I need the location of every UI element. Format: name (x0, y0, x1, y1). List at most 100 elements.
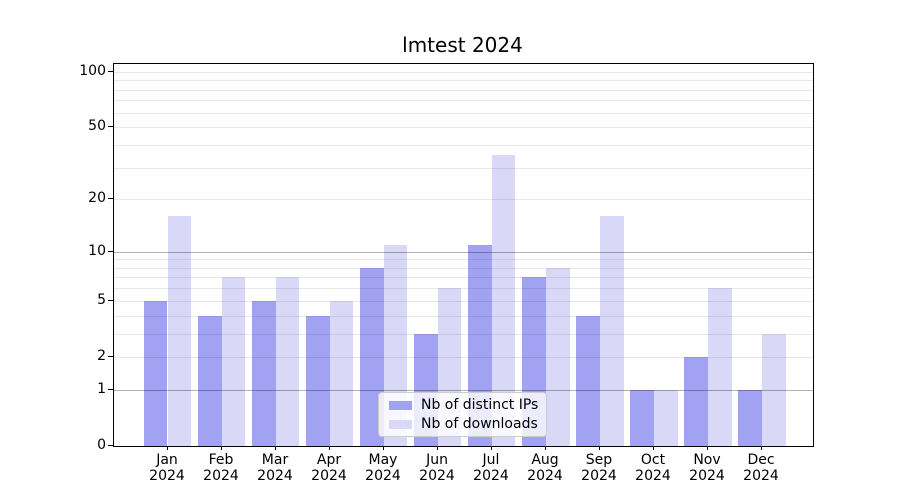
legend-label-downloads: Nb of downloads (421, 416, 538, 432)
y-tick-label-20: 20 (88, 190, 106, 206)
x-tick-mark-nov (707, 446, 708, 450)
y-tick-label-100: 100 (79, 63, 106, 79)
x-tick-mark-may (383, 446, 384, 450)
gridline-y50 (114, 127, 813, 128)
bar-downloads-oct (653, 389, 678, 446)
x-tick-mark-aug (545, 446, 546, 450)
bar-distinct-ips-jan (143, 300, 168, 446)
x-tick-mark-dec (761, 446, 762, 450)
bar-distinct-ips-nov (684, 356, 708, 446)
x-tick-label-nov: Nov 2024 (677, 452, 737, 484)
y-tick-label-5: 5 (97, 292, 106, 308)
x-tick-label-year: 2024 (689, 468, 725, 484)
y-tick-label-50: 50 (88, 118, 106, 134)
y-tick-mark-2 (108, 356, 113, 357)
x-tick-label-feb: Feb 2024 (191, 452, 251, 484)
x-tick-label-oct: Oct 2024 (623, 452, 683, 484)
gridline-y2 (114, 357, 813, 358)
x-tick-label-apr: Apr 2024 (299, 452, 359, 484)
x-tick-label-year: 2024 (365, 468, 401, 484)
y-tick-mark-100 (108, 71, 113, 72)
bar-distinct-ips-sep (576, 315, 600, 446)
y-tick-label-1: 1 (97, 381, 106, 397)
y-tick-mark-20 (108, 198, 113, 199)
x-tick-label-year: 2024 (203, 468, 239, 484)
y-tick-mark-1 (108, 389, 113, 390)
gridline-y30 (114, 168, 813, 169)
y-tick-label-0: 0 (97, 437, 106, 453)
chart-title: lmtest 2024 (402, 33, 523, 57)
legend-swatch-downloads (389, 419, 412, 429)
gridline-y9 (114, 259, 813, 260)
bar-downloads-mar (275, 277, 300, 446)
bar-downloads-sep (599, 216, 624, 446)
x-tick-label-sep: Sep 2024 (569, 452, 629, 484)
bar-distinct-ips-dec (738, 389, 763, 446)
x-tick-label-jul: Jul 2024 (461, 452, 521, 484)
gridline-y5 (114, 301, 813, 302)
gridline-y7 (114, 277, 813, 278)
bar-distinct-ips-oct (630, 389, 654, 446)
gridline-y40 (114, 145, 813, 146)
x-tick-label-mar: Mar 2024 (245, 452, 305, 484)
bar-downloads-jan (167, 216, 192, 446)
gridline-y3 (114, 334, 813, 335)
legend-label-distinct-ips: Nb of distinct IPs (421, 397, 539, 413)
gridline-y80 (114, 90, 813, 91)
bar-downloads-feb (221, 277, 246, 446)
y-tick-mark-5 (108, 300, 113, 301)
gridline-y70 (114, 100, 813, 101)
bar-downloads-aug (545, 267, 570, 446)
bar-distinct-ips-may (360, 267, 384, 446)
x-tick-label-jan: Jan 2024 (137, 452, 197, 484)
y-tick-label-2: 2 (97, 348, 106, 364)
x-tick-label-aug: Aug 2024 (515, 452, 575, 484)
x-tick-label-dec: Dec 2024 (731, 452, 791, 484)
x-tick-label-year: 2024 (257, 468, 293, 484)
bar-distinct-ips-feb (197, 315, 222, 446)
gridline-y90 (114, 80, 813, 81)
x-tick-label-year: 2024 (149, 468, 185, 484)
gridline-y10 (114, 252, 813, 253)
y-tick-label-10: 10 (88, 243, 106, 259)
legend-entry-downloads: Nb of downloads (389, 416, 546, 432)
gridline-y100 (114, 72, 813, 73)
x-tick-mark-jun (437, 446, 438, 450)
bar-downloads-jul (491, 155, 516, 446)
y-tick-mark-50 (108, 126, 113, 127)
gridline-y20 (114, 199, 813, 200)
x-tick-mark-feb (221, 446, 222, 450)
legend-swatch-distinct-ips (389, 400, 412, 410)
plot-area (113, 63, 814, 447)
x-tick-label-jun: Jun 2024 (407, 452, 467, 484)
legend: Nb of distinct IPs Nb of downloads (378, 392, 547, 437)
x-tick-label-year: 2024 (743, 468, 779, 484)
bar-downloads-dec (762, 333, 786, 446)
bar-distinct-ips-mar (251, 300, 276, 446)
bar-distinct-ips-apr (305, 315, 330, 446)
x-tick-mark-jan (167, 446, 168, 450)
gridline-y4 (114, 316, 813, 317)
gridline-y1 (114, 390, 813, 391)
gridline-y6 (114, 288, 813, 289)
x-tick-label-may: May 2024 (353, 452, 413, 484)
x-tick-label-year: 2024 (473, 468, 509, 484)
x-tick-label-year: 2024 (635, 468, 671, 484)
x-tick-mark-oct (653, 446, 654, 450)
x-tick-mark-apr (329, 446, 330, 450)
bar-downloads-apr (329, 300, 354, 446)
gridline-y8 (114, 268, 813, 269)
legend-entry-distinct-ips: Nb of distinct IPs (389, 397, 546, 413)
x-tick-mark-sep (599, 446, 600, 450)
x-tick-label-year: 2024 (419, 468, 455, 484)
bar-downloads-nov (708, 288, 732, 446)
y-tick-mark-10 (108, 251, 113, 252)
x-tick-label-year: 2024 (581, 468, 617, 484)
x-tick-mark-jul (491, 446, 492, 450)
x-tick-label-year: 2024 (311, 468, 347, 484)
x-tick-label-year: 2024 (527, 468, 563, 484)
x-tick-mark-mar (275, 446, 276, 450)
gridline-y60 (114, 113, 813, 114)
y-tick-mark-0 (108, 445, 113, 446)
